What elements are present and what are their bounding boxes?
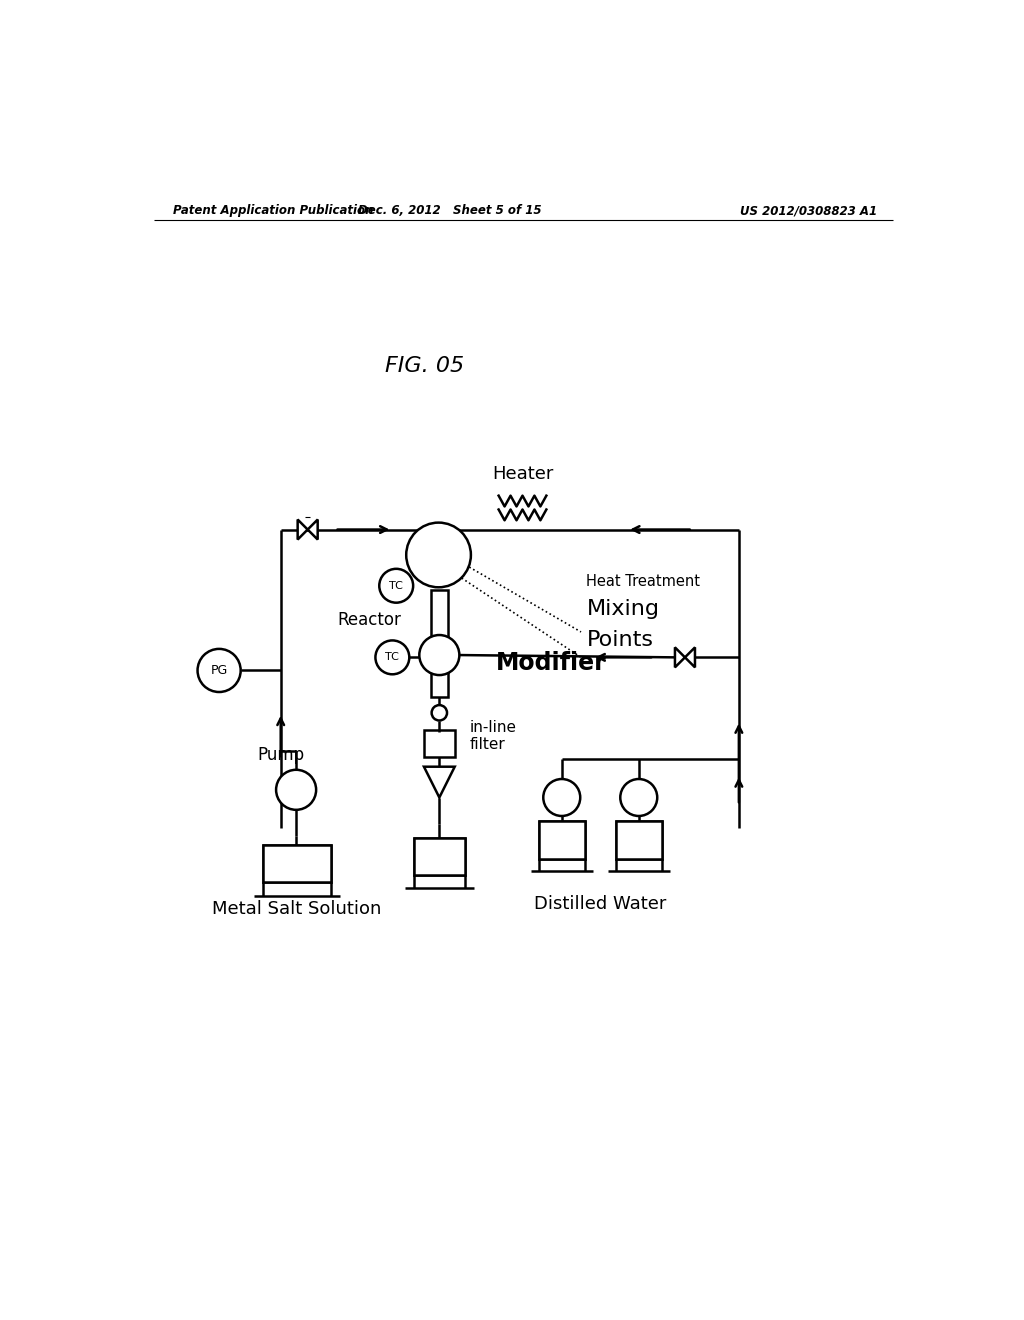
- Bar: [263, 845, 331, 882]
- Bar: [441, 733, 453, 755]
- Bar: [615, 821, 662, 859]
- Text: Distilled Water: Distilled Water: [535, 895, 667, 912]
- Bar: [424, 730, 455, 758]
- Polygon shape: [424, 767, 455, 797]
- Text: Dec. 6, 2012   Sheet 5 of 15: Dec. 6, 2012 Sheet 5 of 15: [358, 205, 542, 218]
- Text: in-line
filter: in-line filter: [469, 719, 516, 752]
- Text: Modifier: Modifier: [497, 651, 607, 675]
- Text: FIG. 05: FIG. 05: [385, 356, 464, 376]
- Circle shape: [621, 779, 657, 816]
- Bar: [539, 821, 585, 859]
- Polygon shape: [685, 647, 695, 668]
- Text: Metal Salt Solution: Metal Salt Solution: [212, 900, 382, 919]
- Circle shape: [419, 635, 460, 675]
- Circle shape: [276, 770, 316, 810]
- Text: US 2012/0308823 A1: US 2012/0308823 A1: [740, 205, 878, 218]
- Circle shape: [407, 523, 471, 587]
- Bar: [263, 845, 331, 882]
- Text: Heater: Heater: [493, 465, 554, 483]
- Text: Points: Points: [587, 630, 653, 649]
- Circle shape: [379, 569, 413, 603]
- Circle shape: [544, 779, 581, 816]
- Circle shape: [432, 705, 447, 721]
- Bar: [431, 590, 447, 697]
- Text: Reactor: Reactor: [337, 611, 401, 630]
- Bar: [539, 821, 585, 859]
- Bar: [414, 838, 465, 875]
- Polygon shape: [298, 520, 307, 540]
- Bar: [426, 733, 438, 755]
- Circle shape: [198, 649, 241, 692]
- Text: Heat Treatment: Heat Treatment: [587, 574, 700, 590]
- Polygon shape: [307, 520, 317, 540]
- Bar: [615, 821, 662, 859]
- Bar: [414, 838, 465, 875]
- Text: Mixing: Mixing: [587, 599, 659, 619]
- Text: TC: TC: [385, 652, 399, 663]
- Text: PG: PG: [211, 664, 227, 677]
- Polygon shape: [675, 647, 685, 668]
- Text: Patent Application Publication: Patent Application Publication: [173, 205, 374, 218]
- Circle shape: [376, 640, 410, 675]
- Text: TC: TC: [389, 581, 403, 591]
- Text: Pump: Pump: [257, 746, 304, 764]
